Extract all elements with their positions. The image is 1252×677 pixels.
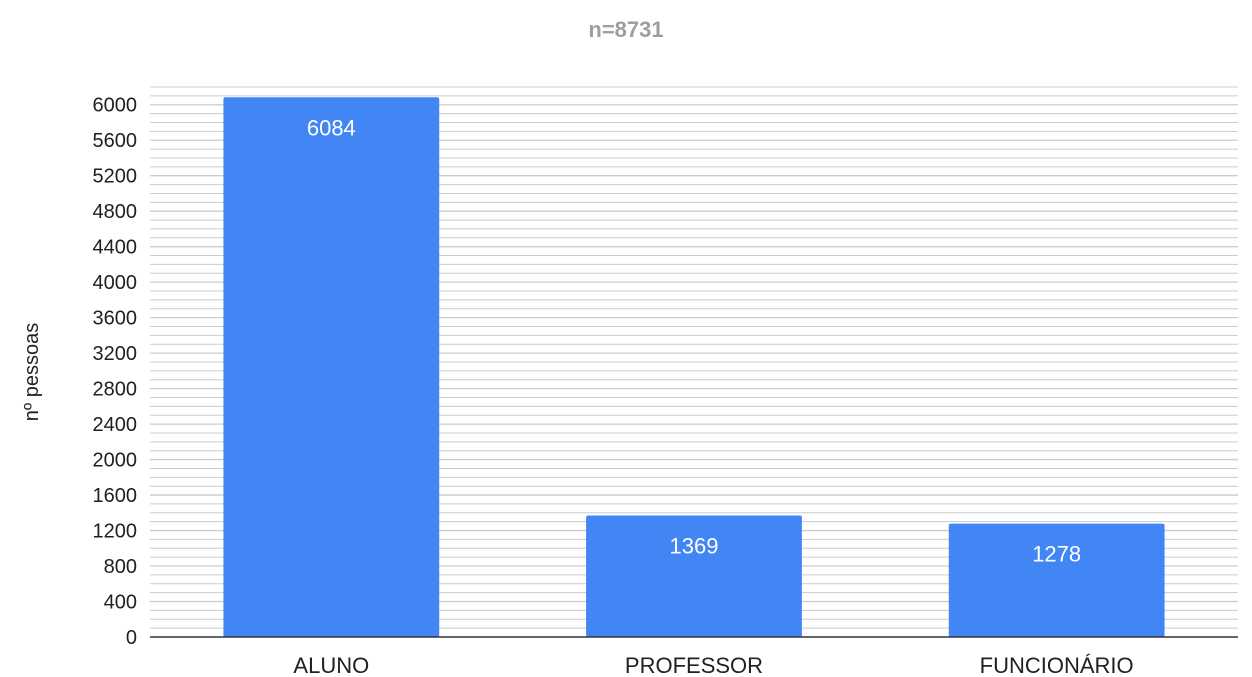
bar [223, 97, 440, 637]
y-tick-label: 5600 [93, 130, 138, 152]
y-tick-label: 5200 [93, 166, 138, 188]
bars: 6084 1369 1278 [223, 97, 1165, 637]
y-tick-label: 2400 [93, 414, 138, 436]
bar-data-label: 1369 [670, 534, 719, 559]
y-tick-label: 1200 [93, 521, 138, 543]
y-tick-label: 4000 [93, 272, 138, 294]
y-tick-label: 2000 [93, 450, 138, 472]
x-tick-label: FUNCIONÁRIO [980, 653, 1134, 677]
bar [586, 515, 802, 637]
y-tick-label: 800 [104, 556, 137, 578]
bar [948, 523, 1165, 637]
x-tick-label: PROFESSOR [625, 653, 763, 677]
x-tick-label: ALUNO [293, 653, 369, 677]
y-tick-label: 6000 [93, 95, 138, 117]
chart-title: n=8731 [588, 17, 663, 42]
y-tick-label: 4800 [93, 201, 138, 223]
bar-data-label: 6084 [307, 115, 356, 140]
y-axis-ticks: 0 400 800 1200 1600 2000 2400 2800 3200 3600 4000 4… [93, 95, 138, 649]
y-tick-label: 400 [104, 592, 137, 614]
y-axis-label: nº pessoas [21, 323, 43, 421]
y-tick-label: 0 [126, 627, 137, 649]
y-tick-label: 2800 [93, 379, 138, 401]
y-tick-label: 3600 [93, 308, 138, 330]
y-tick-label: 4400 [93, 237, 138, 259]
x-axis-ticks: ALUNO PROFESSOR FUNCIONÁRIO [293, 653, 1133, 677]
bar-data-label: 1278 [1032, 542, 1081, 567]
y-tick-label: 1600 [93, 485, 138, 507]
y-tick-label: 3200 [93, 343, 138, 365]
